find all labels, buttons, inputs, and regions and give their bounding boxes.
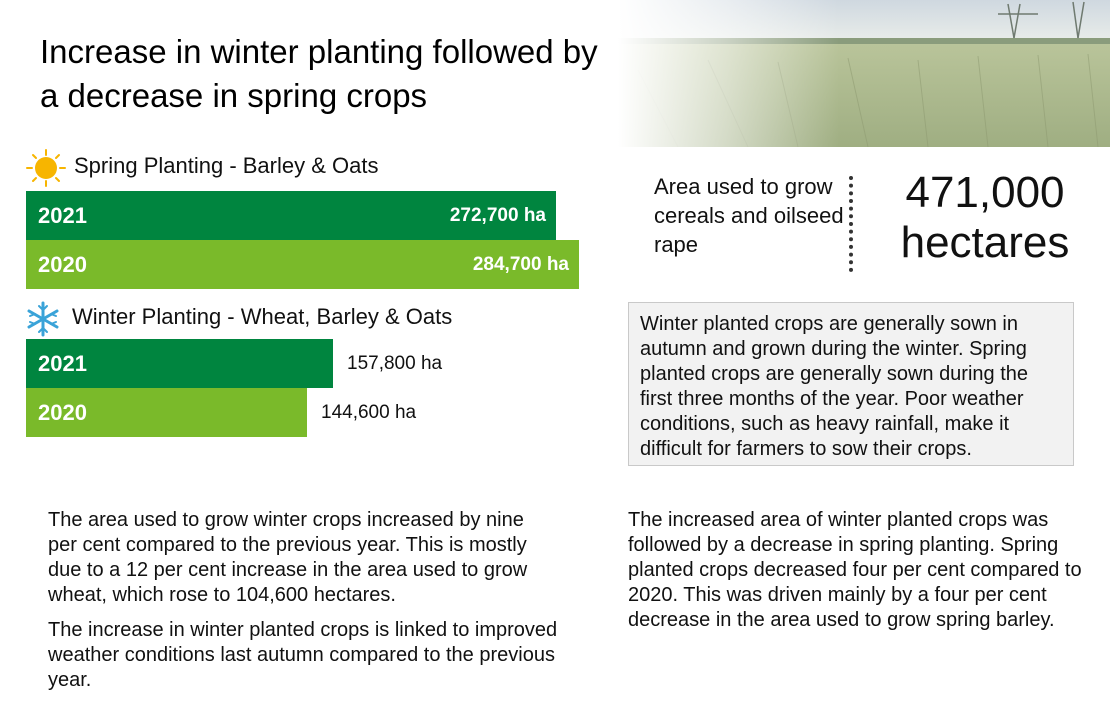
paragraph-weather: The increase in winter planted crops is … (48, 619, 558, 691)
winter-bar-2021-value: 157,800 ha (347, 353, 443, 374)
winter-bar-2021-year: 2021 (38, 351, 87, 376)
snowflake-icon (23, 300, 63, 343)
stat-divider (849, 176, 853, 272)
winter-chart-title: Winter Planting - Wheat, Barley & Oats (72, 304, 453, 329)
paragraph-winter-increase: The area used to grow winter crops incre… (48, 509, 528, 606)
winter-bar-chart: 2021 157,800 ha 2020 144,600 ha (26, 339, 586, 437)
stat-value: 471,000 hectares (900, 168, 1070, 267)
spring-chart-title: Spring Planting - Barley & Oats (74, 153, 379, 178)
winter-bar-2020-value: 144,600 ha (321, 402, 417, 423)
spring-bar-2021-value: 272,700 ha (449, 205, 546, 226)
spring-bar-2021-year: 2021 (38, 203, 87, 228)
sun-icon (24, 148, 68, 193)
spring-bar-2020: 2020 284,700 ha (26, 240, 579, 289)
paragraph-spring-decrease: The increased area of winter planted cro… (628, 509, 1082, 631)
winter-bar-2020-year: 2020 (38, 400, 87, 425)
info-box: Winter planted crops are generally sown … (628, 302, 1074, 466)
spring-bar-2020-year: 2020 (38, 252, 87, 277)
spring-bar-chart: 2021 272,700 ha 2020 284,700 ha (26, 191, 586, 291)
winter-bar-2020: 2020 144,600 ha (26, 388, 416, 437)
page-title: Increase in winter planting followed by … (40, 33, 598, 114)
stat-label: Area used to grow cereals and oilseed ra… (654, 174, 844, 257)
spring-bar-2020-value: 284,700 ha (472, 254, 569, 275)
wheat-field-photo (618, 0, 1110, 147)
spring-bar-2021: 2021 272,700 ha (26, 191, 556, 240)
winter-bar-2021: 2021 157,800 ha (26, 339, 442, 388)
